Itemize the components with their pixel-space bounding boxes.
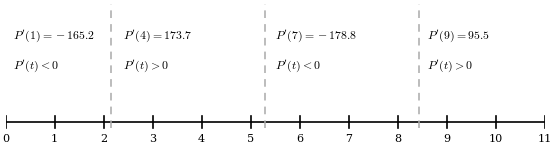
Text: $P'(7) = -178.8$: $P'(7) = -178.8$ bbox=[275, 28, 357, 44]
Text: $P'(t) > 0$: $P'(t) > 0$ bbox=[427, 57, 473, 74]
Text: 6: 6 bbox=[296, 134, 303, 144]
Text: 7: 7 bbox=[345, 134, 352, 144]
Text: 10: 10 bbox=[488, 134, 503, 144]
Text: $P'(t) > 0$: $P'(t) > 0$ bbox=[123, 57, 169, 74]
Text: 0: 0 bbox=[2, 134, 9, 144]
Text: $P'(t) < 0$: $P'(t) < 0$ bbox=[275, 57, 321, 74]
Text: 11: 11 bbox=[537, 134, 550, 144]
Text: $P'(t) < 0$: $P'(t) < 0$ bbox=[13, 57, 59, 74]
Text: 8: 8 bbox=[394, 134, 401, 144]
Text: $P'(9) = 95.5$: $P'(9) = 95.5$ bbox=[427, 28, 490, 44]
Text: 1: 1 bbox=[51, 134, 58, 144]
Text: 4: 4 bbox=[198, 134, 205, 144]
Text: 9: 9 bbox=[443, 134, 450, 144]
Text: 5: 5 bbox=[247, 134, 254, 144]
Text: $P'(1) = -165.2$: $P'(1) = -165.2$ bbox=[13, 28, 95, 44]
Text: $P'(4) = 173.7$: $P'(4) = 173.7$ bbox=[123, 28, 192, 44]
Text: 3: 3 bbox=[149, 134, 156, 144]
Text: 2: 2 bbox=[100, 134, 107, 144]
